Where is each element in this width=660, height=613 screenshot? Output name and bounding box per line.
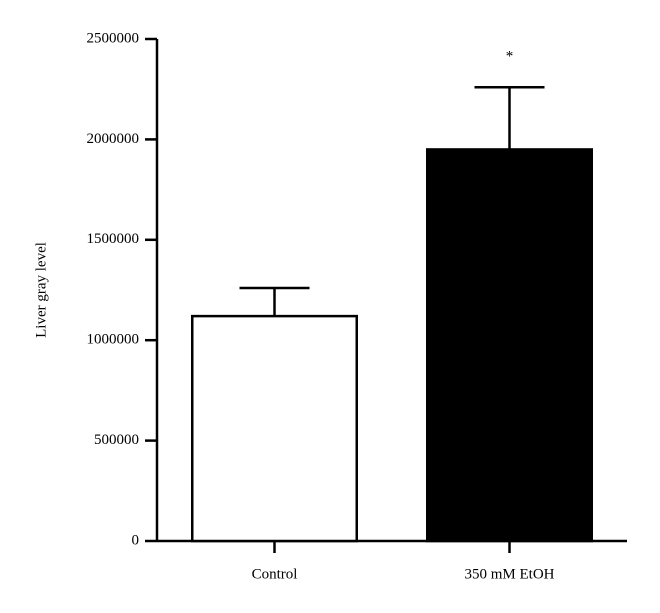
y-tick-label: 1000000 — [87, 332, 140, 348]
y-tick-label: 0 — [132, 532, 140, 548]
y-tick-label: 2000000 — [87, 131, 140, 147]
annotation: * — [506, 49, 514, 65]
y-tick-label: 500000 — [94, 432, 139, 448]
x-tick-label: 350 mM EtOH — [465, 566, 555, 582]
x-tick-label: Control — [252, 566, 298, 582]
y-tick-label: 2500000 — [87, 30, 140, 46]
bar — [191, 314, 358, 543]
y-tick-label: 1500000 — [87, 231, 140, 247]
bar — [426, 148, 593, 543]
y-axis-label: Liver gray level — [33, 242, 49, 338]
